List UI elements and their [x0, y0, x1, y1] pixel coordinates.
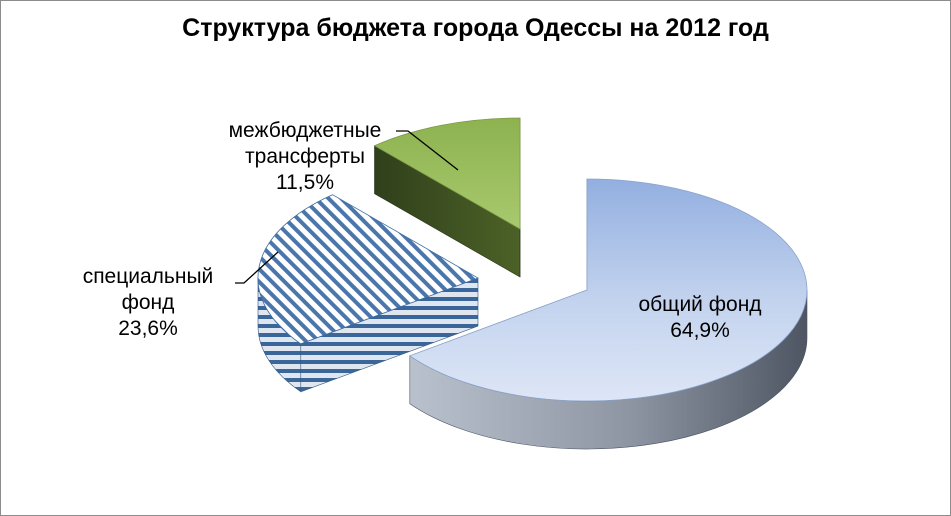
chart-title: Структура бюджета города Одессы на 2012 … — [182, 14, 769, 42]
slice-name-line: межбюджетные — [228, 119, 382, 142]
pie-slice-2 — [373, 117, 521, 278]
slice-name-line: общий фонд — [638, 293, 762, 316]
slice-value: 64,9% — [670, 319, 730, 342]
slice-name-line: трансферты — [245, 145, 365, 168]
data-label-special: специальный фонд 23,6% — [58, 264, 238, 342]
slice-value: 23,6% — [118, 317, 178, 340]
slice-name-line: специальный — [82, 265, 214, 288]
slice-value: 11,5% — [276, 171, 334, 194]
data-label-transfers: межбюджетные трансферты 11,5% — [212, 118, 398, 196]
pie-slice-1 — [257, 194, 479, 393]
leader-line-special — [235, 251, 279, 284]
data-label-general: общий фонд 64,9% — [600, 292, 800, 344]
slice-name-line: фонд — [121, 291, 175, 314]
leader-line-transfers — [396, 130, 459, 171]
pie-slice-0 — [408, 178, 808, 450]
